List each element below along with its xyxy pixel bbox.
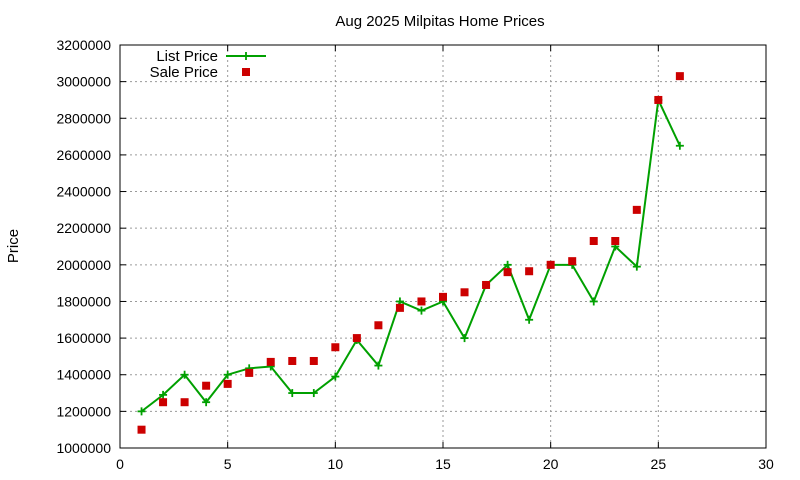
sale-price-point	[288, 356, 297, 365]
legend-list-price-marker	[242, 52, 250, 60]
legend-label: List Price	[156, 48, 218, 65]
y-tick-label: 1600000	[56, 330, 111, 346]
sale-price-point	[632, 205, 641, 214]
y-tick-label: 1800000	[56, 293, 111, 309]
sale-price-point	[395, 303, 404, 312]
list-price-point	[180, 370, 189, 379]
series-sale-price	[137, 72, 684, 434]
sale-price-point	[460, 288, 469, 297]
series-layer	[137, 72, 684, 434]
list-price-point	[632, 262, 641, 271]
y-axis-ticks: 1000000 1200000 1400000 1600000 1800000 20000…	[56, 37, 766, 456]
list-price-point	[589, 297, 598, 306]
list-price-point	[288, 389, 297, 398]
list-price-point	[417, 306, 426, 315]
sale-price-point	[223, 379, 232, 388]
y-tick-label: 2200000	[56, 220, 111, 236]
list-price-point	[374, 361, 383, 370]
list-price-point	[309, 389, 318, 398]
list-price-point	[675, 141, 684, 150]
list-price-point	[503, 260, 512, 269]
sale-price-point	[137, 425, 146, 434]
sale-price-point	[202, 381, 211, 390]
y-axis-title: Price	[5, 229, 22, 263]
x-tick-label: 25	[651, 456, 667, 472]
sale-price-point	[439, 292, 447, 301]
sale-price-point	[417, 297, 426, 306]
sale-price-point	[611, 237, 620, 246]
list-price-point	[202, 398, 211, 407]
legend-sale-price-marker	[242, 68, 250, 76]
y-tick-label: 2000000	[56, 257, 111, 273]
y-tick-label: 2800000	[56, 110, 111, 126]
y-tick-label: 1200000	[56, 403, 111, 419]
y-tick-label: 3000000	[56, 74, 111, 90]
legend-label: Sale Price	[150, 64, 218, 81]
sale-price-point	[675, 72, 684, 81]
list-price-point	[159, 390, 168, 399]
list-price-point	[223, 370, 232, 379]
sale-price-point	[589, 237, 598, 246]
sale-price-point	[180, 398, 189, 407]
list-price-point	[137, 407, 146, 416]
sale-price-point	[503, 268, 512, 277]
y-tick-label: 3200000	[56, 37, 111, 53]
x-tick-label: 0	[116, 456, 124, 472]
sale-price-point	[525, 267, 534, 276]
list-price-point	[331, 372, 340, 381]
sale-price-point	[546, 260, 555, 269]
sale-price-point	[309, 356, 318, 365]
x-tick-label: 30	[758, 456, 774, 472]
y-tick-label: 2600000	[56, 147, 111, 163]
x-axis-ticks: 0 5 10 15 20 25 30	[116, 45, 774, 472]
sale-price-point	[374, 321, 383, 330]
x-tick-label: 20	[543, 456, 559, 472]
series-list-price	[137, 95, 684, 416]
y-tick-label: 2400000	[56, 184, 111, 200]
list-price-point	[525, 315, 534, 324]
sale-price-point	[654, 95, 663, 104]
sale-price-point	[568, 257, 577, 266]
list-price-point	[460, 334, 469, 343]
sale-price-point	[159, 398, 168, 407]
sale-price-point	[331, 343, 340, 352]
y-tick-label: 1000000	[56, 440, 111, 456]
plot-frame	[119, 44, 767, 449]
sale-price-point	[482, 280, 491, 289]
chart-title: Aug 2025 Milpitas Home Prices	[335, 13, 544, 30]
x-tick-label: 10	[328, 456, 344, 472]
list-price-line	[140, 96, 681, 413]
x-tick-label: 5	[224, 456, 232, 472]
sale-price-point	[266, 357, 275, 366]
sale-price-point	[245, 368, 254, 377]
x-tick-label: 15	[435, 456, 451, 472]
y-tick-label: 1400000	[56, 367, 111, 383]
sale-price-point	[352, 334, 361, 343]
